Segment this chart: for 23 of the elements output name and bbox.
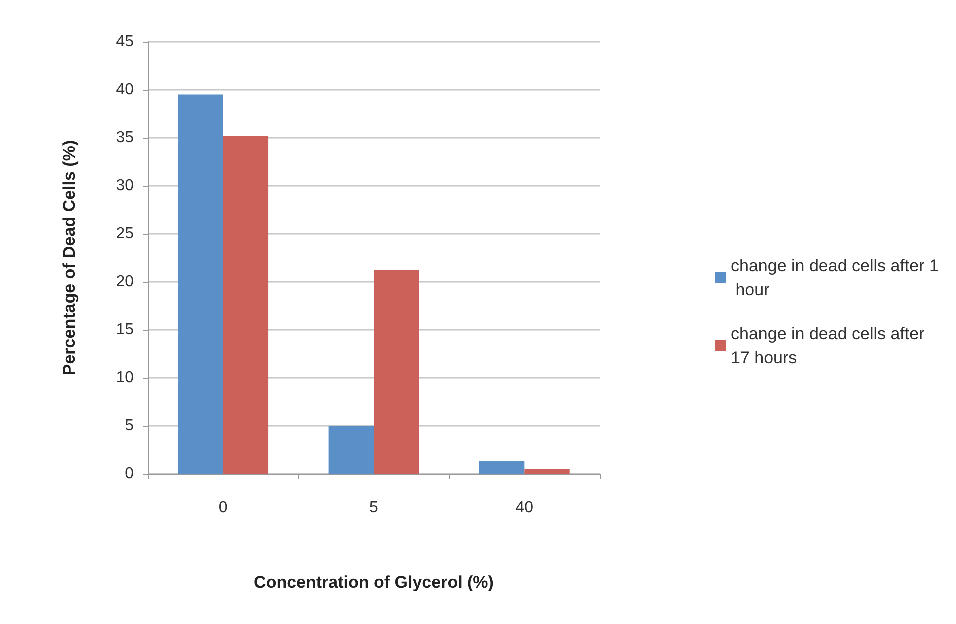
- y-tick-label: 15: [116, 322, 134, 338]
- bar: [328, 426, 374, 474]
- x-tick-label: 0: [218, 500, 228, 516]
- bar: [524, 469, 570, 474]
- y-tick-label: 35: [116, 130, 134, 146]
- y-tick-label: 5: [125, 418, 134, 434]
- y-axis-title: Percentage of Dead Cells (%): [60, 140, 79, 376]
- y-tick-label: 40: [116, 82, 134, 98]
- bar: [374, 270, 420, 474]
- bar: [479, 462, 525, 474]
- y-tick-label: 25: [116, 226, 134, 242]
- x-axis-title: Concentration of Glycerol (%): [254, 573, 494, 592]
- x-tick-label: 40: [516, 500, 534, 516]
- y-tick-label: 20: [116, 274, 134, 290]
- y-tick-label: 45: [116, 34, 134, 50]
- legend-label: change in dead cells after 1 hour: [731, 256, 939, 300]
- bar: [223, 136, 269, 474]
- y-tick-label: 30: [116, 178, 134, 194]
- legend-label: change in dead cells after 17 hours: [731, 324, 930, 368]
- bar: [178, 94, 224, 474]
- x-tick-label: 5: [370, 500, 379, 516]
- y-tick-label: 10: [116, 370, 134, 386]
- y-tick-label: 0: [125, 466, 134, 482]
